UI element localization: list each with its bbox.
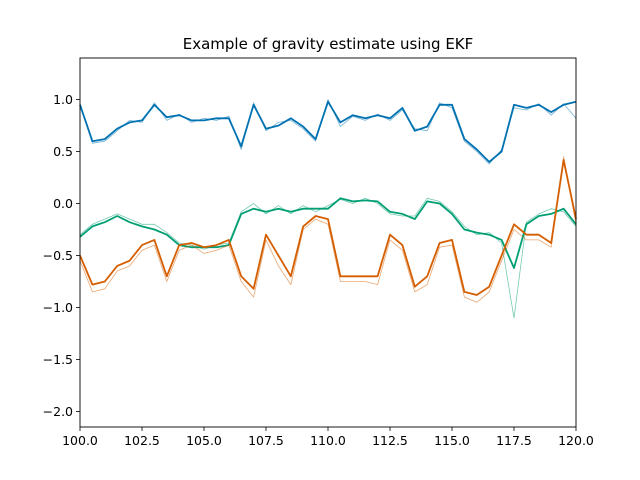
chart-title: Example of gravity estimate using EKF bbox=[183, 35, 474, 53]
series-1-estimate-line bbox=[79, 100, 577, 163]
x-tick-label: 107.5 bbox=[248, 433, 284, 448]
y-tick-label: 0.5 bbox=[53, 144, 73, 159]
x-tick-label: 115.0 bbox=[434, 433, 470, 448]
x-tick-label: 100.0 bbox=[62, 433, 98, 448]
x-tick-label: 102.5 bbox=[124, 433, 160, 448]
y-axis-ticks: 1.0 0.5 0.0 −0.5 −1.0 −1.5 −2.0 bbox=[43, 92, 80, 419]
series-1-raw-line bbox=[79, 99, 577, 165]
series-2-raw-line bbox=[79, 197, 577, 319]
x-tick-label: 120.0 bbox=[558, 433, 594, 448]
plot-frame bbox=[79, 57, 577, 428]
plot-lines bbox=[79, 99, 577, 319]
x-tick-label: 110.0 bbox=[310, 433, 346, 448]
series-2-estimate-line bbox=[79, 197, 577, 269]
series-3-estimate-line bbox=[79, 158, 577, 296]
y-tick-label: 0.0 bbox=[53, 196, 73, 211]
y-tick-label: −1.0 bbox=[43, 300, 73, 315]
series-3-raw-line bbox=[79, 156, 577, 303]
x-tick-label: 112.5 bbox=[372, 433, 408, 448]
x-tick-label: 105.0 bbox=[186, 433, 222, 448]
y-tick-label: −1.5 bbox=[43, 352, 73, 367]
y-tick-label: −0.5 bbox=[43, 248, 73, 263]
y-tick-label: 1.0 bbox=[53, 92, 73, 107]
x-axis-ticks: 100.0 102.5 105.0 107.5 110.0 112.5 115.0 117.5… bbox=[62, 427, 594, 448]
x-tick-label: 117.5 bbox=[496, 433, 532, 448]
y-tick-label: −2.0 bbox=[43, 404, 73, 419]
